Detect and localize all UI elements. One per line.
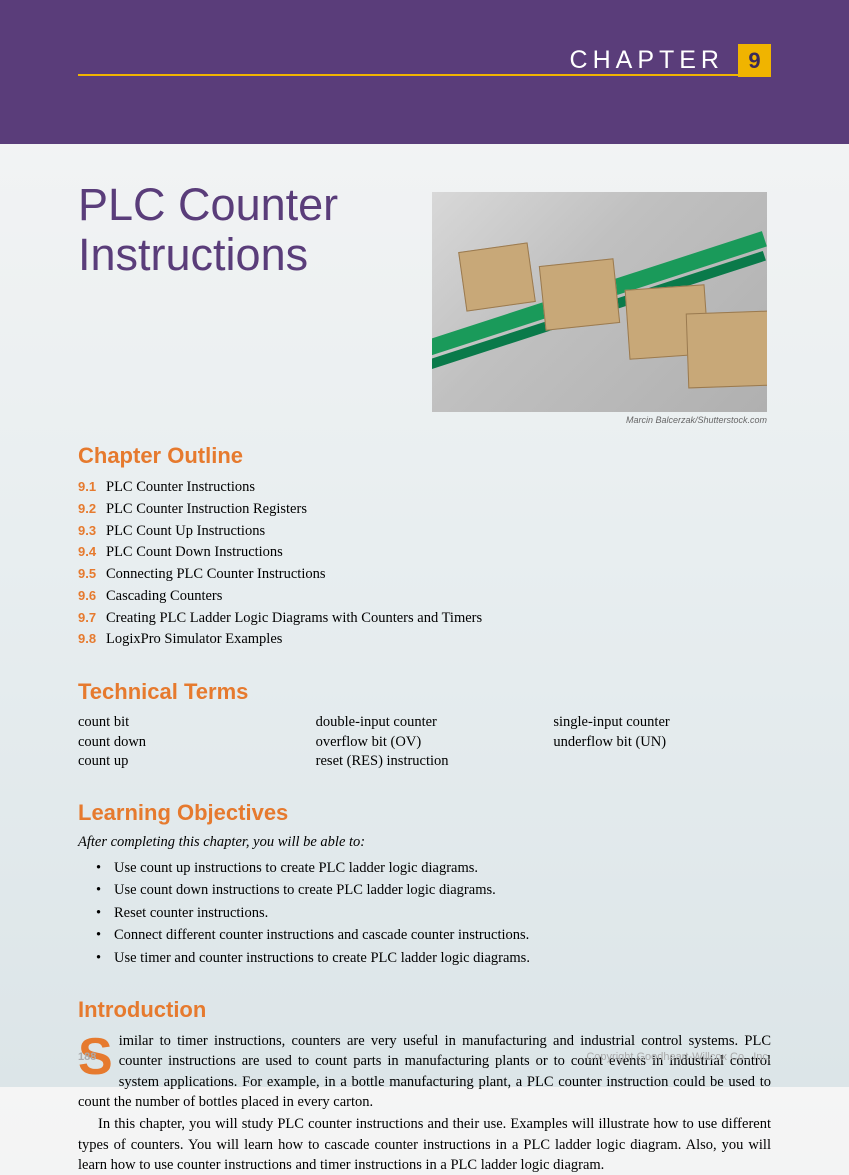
technical-term: count up: [78, 752, 296, 772]
technical-term: double-input counter: [316, 713, 534, 733]
hero-image: [432, 192, 767, 412]
chapter-number-box: 9: [738, 44, 771, 77]
carton-box: [539, 258, 620, 330]
intro-paragraph-1: Similar to timer instructions, counters …: [78, 1031, 771, 1112]
outline-item-number: 9.2: [78, 499, 106, 519]
terms-column: count bitcount downcount up: [78, 713, 296, 772]
page-footer: 188 Copyright Goodheart-Willcox Co., Inc…: [78, 1051, 771, 1063]
technical-term: count bit: [78, 713, 296, 733]
objectives-list: Use count up instructions to create PLC …: [78, 857, 771, 969]
outline-item-number: 9.4: [78, 542, 106, 562]
objective-item: Use timer and counter instructions to cr…: [100, 947, 771, 969]
objective-item: Connect different counter instructions a…: [100, 924, 771, 946]
terms-heading: Technical Terms: [78, 679, 771, 705]
outline-item: 9.1PLC Counter Instructions: [78, 477, 771, 499]
outline-item-text: PLC Count Up Instructions: [106, 523, 265, 539]
objective-item: Use count down instructions to create PL…: [100, 879, 771, 901]
technical-term: count down: [78, 733, 296, 753]
outline-item-number: 9.3: [78, 521, 106, 541]
objectives-heading: Learning Objectives: [78, 800, 771, 826]
outline-item: 9.7Creating PLC Ladder Logic Diagrams wi…: [78, 608, 771, 630]
outline-item: 9.3PLC Count Up Instructions: [78, 521, 771, 543]
intro-paragraph-2: In this chapter, you will study PLC coun…: [78, 1114, 771, 1175]
chapter-label-row: CHAPTER 9: [0, 44, 849, 77]
objectives-intro: After completing this chapter, you will …: [78, 834, 771, 851]
page-number: 188: [78, 1051, 96, 1063]
carton-box: [686, 311, 767, 389]
intro-p1-text: imilar to timer instructions, counters a…: [78, 1033, 771, 1110]
outline-item-number: 9.7: [78, 608, 106, 628]
outline-item-text: Creating PLC Ladder Logic Diagrams with …: [106, 610, 482, 626]
outline-item-number: 9.1: [78, 477, 106, 497]
chapter-title: PLC Counter Instructions: [78, 180, 408, 279]
outline-item: 9.6Cascading Counters: [78, 586, 771, 608]
technical-term: underflow bit (UN): [553, 733, 771, 753]
objective-item: Reset counter instructions.: [100, 902, 771, 924]
outline-item: 9.8LogixPro Simulator Examples: [78, 629, 771, 651]
outline-item: 9.2PLC Counter Instruction Registers: [78, 499, 771, 521]
terms-grid: count bitcount downcount up double-input…: [78, 713, 771, 772]
chapter-word: CHAPTER: [570, 46, 724, 75]
outline-item: 9.5Connecting PLC Counter Instructions: [78, 564, 771, 586]
objective-item: Use count up instructions to create PLC …: [100, 857, 771, 879]
page-content: PLC Counter Instructions Marcin Balcerza…: [0, 144, 849, 1175]
outline-list: 9.1PLC Counter Instructions9.2PLC Counte…: [78, 477, 771, 651]
outline-item-text: LogixPro Simulator Examples: [106, 631, 282, 647]
outline-item-number: 9.8: [78, 629, 106, 649]
technical-term: reset (RES) instruction: [316, 752, 534, 772]
header-rule: [78, 74, 771, 76]
terms-column: single-input counterunderflow bit (UN): [553, 713, 771, 772]
outline-item-text: PLC Counter Instructions: [106, 479, 255, 495]
technical-term: single-input counter: [553, 713, 771, 733]
copyright-text: Copyright Goodheart-Willcox Co., Inc.: [586, 1051, 771, 1063]
outline-heading: Chapter Outline: [78, 443, 771, 469]
outline-item-number: 9.5: [78, 564, 106, 584]
outline-item-number: 9.6: [78, 586, 106, 606]
outline-item: 9.4PLC Count Down Instructions: [78, 542, 771, 564]
chapter-header-band: CHAPTER 9: [0, 0, 849, 144]
terms-column: double-input counteroverflow bit (OV)res…: [316, 713, 534, 772]
outline-item-text: Connecting PLC Counter Instructions: [106, 566, 326, 582]
hero-image-wrap: Marcin Balcerzak/Shutterstock.com: [432, 180, 767, 425]
carton-box: [458, 242, 536, 311]
image-credit: Marcin Balcerzak/Shutterstock.com: [432, 415, 767, 425]
outline-item-text: PLC Count Down Instructions: [106, 544, 283, 560]
title-row: PLC Counter Instructions Marcin Balcerza…: [78, 180, 771, 425]
technical-term: overflow bit (OV): [316, 733, 534, 753]
introduction-heading: Introduction: [78, 997, 771, 1023]
outline-item-text: Cascading Counters: [106, 588, 222, 604]
outline-item-text: PLC Counter Instruction Registers: [106, 501, 307, 517]
